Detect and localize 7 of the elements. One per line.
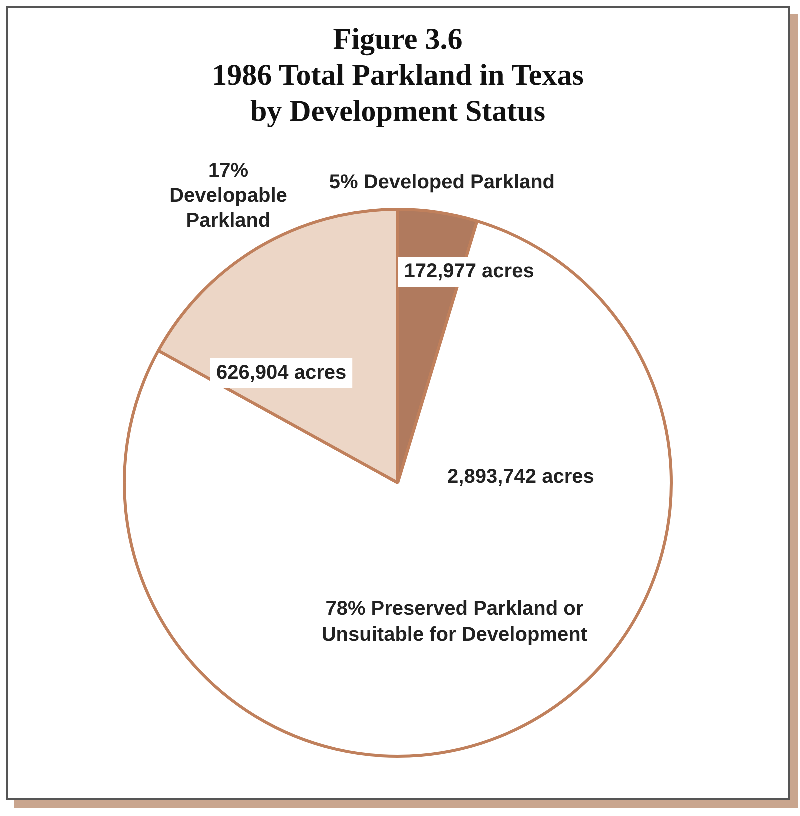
chart-title: Figure 3.6 1986 Total Parkland in Texas by Development Status: [211, 22, 585, 130]
data-label: 172,977 acres: [404, 260, 534, 282]
data-label: 2,893,742 acres: [448, 466, 594, 488]
slice-label: 78% Preserved Parkland or Unsuitable for Development: [322, 598, 588, 646]
data-label: 626,904 acres: [216, 362, 347, 384]
slice-label: 17% Developable Parkland: [170, 160, 288, 232]
slice-label: 5% Developed Parkland: [329, 171, 556, 194]
